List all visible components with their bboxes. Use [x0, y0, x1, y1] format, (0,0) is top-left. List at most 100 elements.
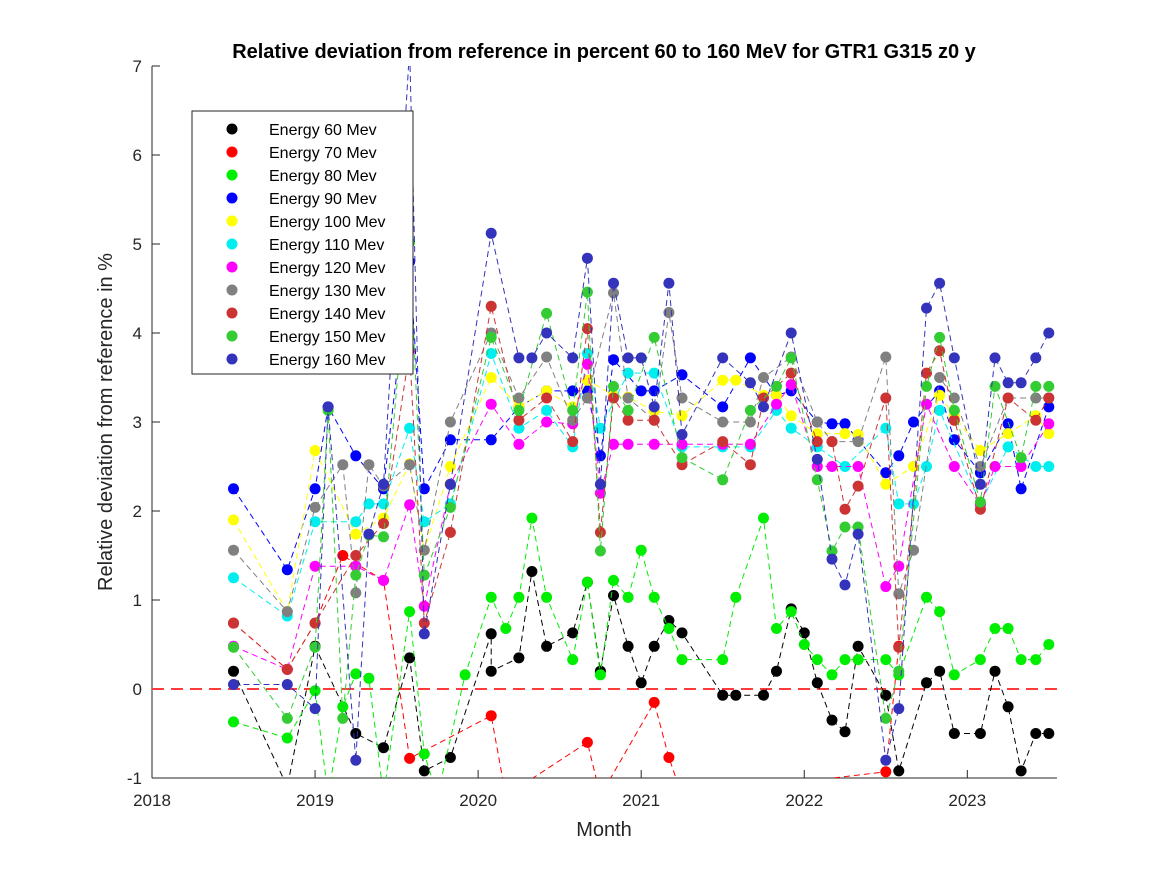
data-point	[717, 689, 729, 701]
data-point	[541, 404, 553, 416]
data-point	[228, 544, 239, 556]
legend-entry: Energy 80 Mev	[269, 168, 377, 185]
data-point	[281, 679, 293, 690]
x-tick-label: 2018	[133, 791, 171, 810]
legend: Energy 60 Mev Energy 70 Mev Energy 80 Mev E…	[191, 110, 414, 375]
data-point	[676, 438, 688, 450]
legend-marker	[226, 215, 238, 227]
data-point	[350, 668, 362, 680]
y-tick-label: 4	[133, 324, 142, 343]
data-point	[228, 483, 239, 495]
data-point	[717, 352, 729, 364]
data-point	[444, 501, 456, 513]
data-point	[921, 591, 932, 603]
data-point	[581, 392, 593, 404]
data-point	[893, 450, 905, 462]
data-point	[228, 572, 239, 584]
data-point	[785, 379, 797, 391]
data-point	[1043, 428, 1055, 440]
data-point	[974, 728, 986, 739]
data-point	[826, 669, 838, 681]
data-point	[485, 227, 497, 239]
legend-marker	[226, 284, 238, 296]
data-point	[908, 416, 919, 428]
legend-entry: Energy 60 Mev	[269, 122, 377, 139]
data-point	[852, 654, 864, 666]
data-point	[839, 579, 851, 591]
data-point	[785, 367, 797, 379]
data-point	[852, 528, 864, 540]
data-point	[309, 445, 321, 456]
data-point	[622, 438, 634, 450]
plot-area: 2018 2019 2020 2021 2022 2023 -1 0 1 2 3 4 5 6 7	[127, 57, 1057, 810]
data-point	[717, 436, 729, 448]
data-point	[852, 640, 864, 652]
data-point	[228, 617, 239, 629]
legend-entry: Energy 100 Mev	[269, 214, 386, 231]
data-point	[826, 418, 838, 430]
data-point	[974, 496, 986, 508]
data-point	[744, 404, 756, 416]
data-point	[948, 669, 960, 681]
legend-marker	[226, 146, 238, 158]
data-point	[744, 377, 756, 389]
data-point	[1002, 418, 1014, 430]
data-point	[622, 414, 634, 426]
data-point	[337, 550, 349, 561]
data-point	[648, 438, 660, 450]
data-point	[404, 422, 416, 434]
data-point	[404, 652, 416, 664]
data-point	[663, 752, 675, 763]
data-point	[1002, 441, 1014, 453]
data-point	[622, 404, 634, 416]
data-point	[676, 410, 688, 422]
data-point	[717, 474, 729, 486]
data-point	[785, 352, 797, 364]
data-point	[581, 348, 593, 359]
data-point	[893, 588, 905, 600]
data-point	[852, 480, 864, 492]
data-point	[934, 606, 946, 618]
data-point	[989, 380, 1001, 392]
data-point	[744, 352, 756, 364]
legend-entry: Energy 130 Mev	[269, 283, 386, 300]
data-point	[404, 606, 416, 618]
data-point	[581, 576, 593, 588]
data-point	[908, 498, 919, 510]
data-point	[485, 331, 497, 343]
x-tick-label: 2021	[622, 791, 660, 810]
data-point	[526, 566, 538, 577]
series-11	[228, 66, 1055, 766]
legend-entry: Energy 160 Mev	[269, 352, 386, 369]
data-point	[567, 414, 579, 426]
data-point	[744, 459, 756, 471]
data-point	[880, 351, 892, 363]
data-point	[567, 654, 579, 666]
data-point	[404, 459, 416, 471]
data-point	[459, 669, 471, 681]
data-point	[880, 689, 892, 701]
data-point	[880, 422, 892, 434]
data-point	[948, 404, 960, 416]
data-point	[567, 436, 579, 448]
data-point	[648, 367, 660, 379]
data-point	[608, 380, 619, 392]
data-point	[989, 665, 1001, 677]
data-point	[826, 436, 838, 448]
series-line	[233, 66, 1050, 761]
data-point	[485, 398, 497, 410]
data-point	[309, 685, 321, 697]
legend-entry: Energy 150 Mev	[269, 329, 386, 346]
data-point	[1015, 483, 1027, 495]
series-3	[228, 512, 1055, 778]
data-point	[281, 712, 293, 724]
data-point	[337, 712, 349, 724]
data-point	[350, 528, 362, 540]
data-point	[648, 696, 660, 708]
data-point	[622, 352, 634, 364]
legend-marker	[226, 330, 238, 342]
data-point	[1002, 701, 1014, 713]
data-point	[648, 640, 660, 652]
data-point	[541, 327, 553, 339]
